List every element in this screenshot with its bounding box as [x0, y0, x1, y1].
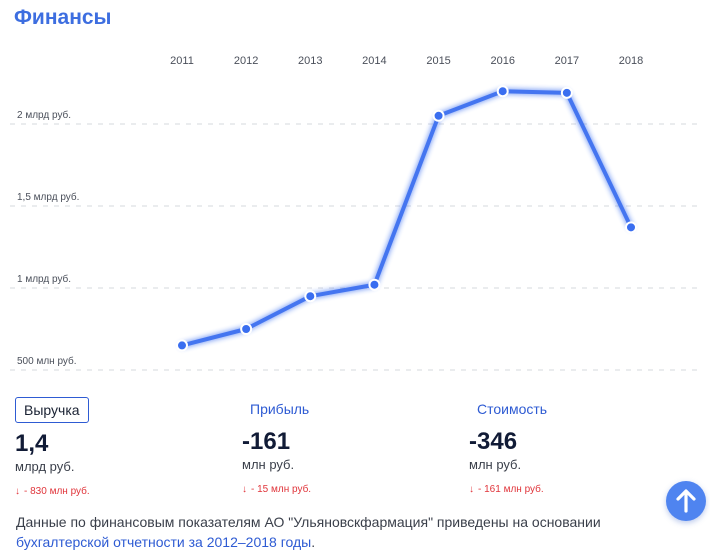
y-tick-label: 2 млрд руб. [17, 109, 71, 121]
data-point [304, 290, 317, 303]
metric-value: 1,4 [15, 430, 49, 457]
metrics-panel: Выручка 1,4 млрд руб. ↓ - 830 млн руб. Пр… [0, 397, 710, 507]
data-point [560, 86, 573, 99]
data-point [432, 109, 445, 122]
footnote-end: . [311, 534, 316, 550]
metric-unit: млн руб. [242, 457, 295, 472]
page-title: Финансы [14, 6, 112, 29]
y-tick-label: 500 млн руб. [17, 355, 77, 367]
x-tick-label: 2015 [426, 55, 450, 67]
tab-revenue[interactable]: Выручка [15, 397, 89, 423]
x-tick-label: 2011 [170, 55, 194, 67]
arrow-down-icon: ↓ [469, 484, 474, 495]
x-tick-label: 2016 [490, 55, 514, 67]
metric-change-text: - 161 млн руб. [478, 484, 544, 495]
data-point [625, 221, 637, 234]
data-point [368, 278, 381, 291]
x-tick-label: 2017 [555, 55, 579, 67]
tab-profit[interactable]: Прибыль [250, 401, 310, 417]
x-tick-label: 2014 [362, 55, 386, 67]
metric-change: ↓ - 161 млн руб. [469, 483, 689, 497]
x-tick-label: 2012 [234, 55, 258, 67]
metric-change: ↓ - 830 млн руб. [15, 485, 235, 499]
data-point [240, 323, 253, 335]
metric-change: ↓ - 15 млн руб. [242, 483, 462, 497]
footnote-text: Данные по финансовым показателям АО "Уль… [16, 514, 601, 530]
tab-cost[interactable]: Стоимость [477, 401, 548, 417]
metric-unit: млн руб. [469, 457, 522, 472]
revenue-line-chart: 2011 2012 2013 2014 2015 2016 2017 2018 500 млн… [10, 55, 697, 371]
data-point [176, 339, 188, 352]
arrow-down-icon: ↓ [242, 484, 247, 495]
y-tick-label: 1 млрд руб. [17, 273, 71, 285]
series-line [180, 89, 633, 348]
x-tick-label: 2013 [298, 55, 322, 67]
metric-profit: Прибыль -161 млн руб. ↓ - 15 млн руб. [242, 397, 462, 497]
metric-change-text: - 830 млн руб. [24, 486, 90, 497]
footnote: Данные по финансовым показателям АО "Уль… [16, 512, 656, 552]
chart-series [176, 85, 637, 352]
metric-unit: млрд руб. [15, 459, 75, 474]
y-axis-ticks: 500 млн руб. 1 млрд руб. 1,5 млрд руб. 2 мл… [17, 109, 79, 367]
chart-grid [10, 123, 697, 371]
metric-value-cost: Стоимость -346 млн руб. ↓ - 161 млн руб. [469, 397, 689, 497]
metric-change-text: - 15 млн руб. [251, 484, 312, 495]
y-tick-label: 1,5 млрд руб. [17, 191, 79, 203]
arrow-up-icon [676, 489, 696, 513]
footnote-link[interactable]: бухгалтерской отчетности за 2012–2018 го… [16, 534, 312, 550]
scroll-to-top-button[interactable] [666, 481, 706, 521]
x-axis-ticks: 2011 2012 2013 2014 2015 2016 2017 2018 [170, 55, 643, 67]
x-tick-label: 2018 [619, 55, 643, 67]
metric-value: -161 [242, 428, 291, 455]
metric-value: -346 [469, 428, 518, 455]
arrow-down-icon: ↓ [15, 486, 20, 497]
metric-revenue: Выручка 1,4 млрд руб. ↓ - 830 млн руб. [15, 397, 235, 499]
data-point [496, 85, 509, 98]
